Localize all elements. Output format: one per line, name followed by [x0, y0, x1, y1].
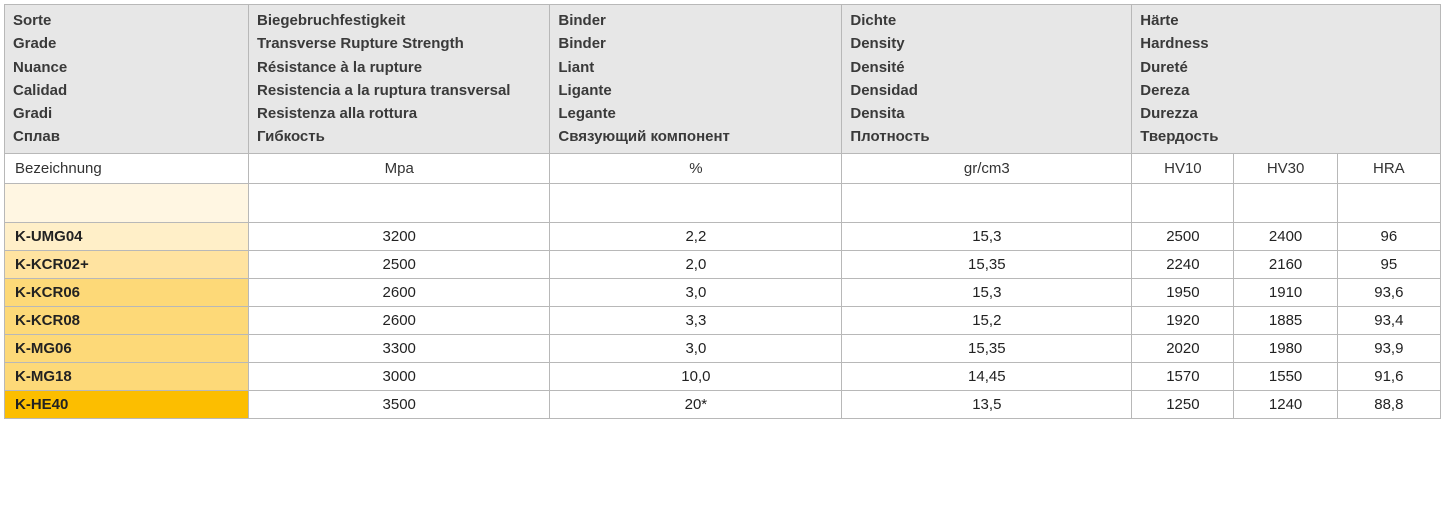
grade-cell: K-HE40 [5, 390, 249, 418]
header-row: Sorte Grade Nuance Calidad Gradi СплавBi… [5, 5, 1441, 154]
hra-cell: 93,4 [1337, 306, 1440, 334]
density-cell: 15,2 [842, 306, 1132, 334]
hra-cell: 96 [1337, 222, 1440, 250]
trs-cell [249, 183, 550, 222]
grade-cell: K-UMG04 [5, 222, 249, 250]
trs-cell: 3200 [249, 222, 550, 250]
hv30-cell: 1980 [1234, 334, 1337, 362]
table-row: K-KCR0826003,315,21920188593,4 [5, 306, 1441, 334]
table-row: K-KCR02+25002,015,352240216095 [5, 250, 1441, 278]
hv10-cell: 2500 [1132, 222, 1234, 250]
unit-cell: HV30 [1234, 153, 1337, 183]
hv10-cell: 1250 [1132, 390, 1234, 418]
hv10-cell: 2020 [1132, 334, 1234, 362]
binder-cell: 2,0 [550, 250, 842, 278]
binder-cell: 20* [550, 390, 842, 418]
trs-cell: 3500 [249, 390, 550, 418]
hv30-cell: 1910 [1234, 278, 1337, 306]
hv30-cell: 2160 [1234, 250, 1337, 278]
table-row: K-UMG0432002,215,32500240096 [5, 222, 1441, 250]
hra-cell: 93,6 [1337, 278, 1440, 306]
density-cell: 15,35 [842, 250, 1132, 278]
binder-cell [550, 183, 842, 222]
hra-cell: 88,8 [1337, 390, 1440, 418]
hv10-cell: 1950 [1132, 278, 1234, 306]
hv10-cell [1132, 183, 1234, 222]
table-row: K-KCR0626003,015,31950191093,6 [5, 278, 1441, 306]
trs-cell: 3300 [249, 334, 550, 362]
binder-cell: 10,0 [550, 362, 842, 390]
binder-cell: 3,0 [550, 334, 842, 362]
density-cell: 15,3 [842, 278, 1132, 306]
unit-cell: % [550, 153, 842, 183]
density-cell: 15,3 [842, 222, 1132, 250]
table-row: K-MG0633003,015,352020198093,9 [5, 334, 1441, 362]
binder-cell: 3,3 [550, 306, 842, 334]
density-cell: 15,35 [842, 334, 1132, 362]
density-cell [842, 183, 1132, 222]
header-cell: Sorte Grade Nuance Calidad Gradi Сплав [5, 5, 249, 154]
unit-cell: gr/cm3 [842, 153, 1132, 183]
header-cell: Biegebruchfestigkeit Transverse Rupture … [249, 5, 550, 154]
hra-cell: 95 [1337, 250, 1440, 278]
hv30-cell: 2400 [1234, 222, 1337, 250]
header-cell: Binder Binder Liant Ligante Legante Связ… [550, 5, 842, 154]
unit-cell: Bezeichnung [5, 153, 249, 183]
hv10-cell: 1570 [1132, 362, 1234, 390]
hra-cell [1337, 183, 1440, 222]
hv10-cell: 1920 [1132, 306, 1234, 334]
header-cell: Härte Hardness Dureté Dereza Durezza Тве… [1132, 5, 1441, 154]
grade-cell: K-KCR06 [5, 278, 249, 306]
hra-cell: 91,6 [1337, 362, 1440, 390]
hv30-cell: 1550 [1234, 362, 1337, 390]
header-cell: Dichte Density Densité Densidad Densita … [842, 5, 1132, 154]
grade-cell: K-MG18 [5, 362, 249, 390]
trs-cell: 2600 [249, 306, 550, 334]
trs-cell: 2500 [249, 250, 550, 278]
binder-cell: 3,0 [550, 278, 842, 306]
materials-table: Sorte Grade Nuance Calidad Gradi СплавBi… [4, 4, 1441, 419]
trs-cell: 2600 [249, 278, 550, 306]
unit-cell: Mpa [249, 153, 550, 183]
unit-cell: HRA [1337, 153, 1440, 183]
binder-cell: 2,2 [550, 222, 842, 250]
table-row [5, 183, 1441, 222]
grade-cell [5, 183, 249, 222]
hra-cell: 93,9 [1337, 334, 1440, 362]
hv30-cell: 1240 [1234, 390, 1337, 418]
unit-cell: HV10 [1132, 153, 1234, 183]
grade-cell: K-KCR02+ [5, 250, 249, 278]
density-cell: 14,45 [842, 362, 1132, 390]
table-row: K-MG18300010,014,451570155091,6 [5, 362, 1441, 390]
density-cell: 13,5 [842, 390, 1132, 418]
trs-cell: 3000 [249, 362, 550, 390]
grade-cell: K-KCR08 [5, 306, 249, 334]
unit-row: BezeichnungMpa%gr/cm3HV10HV30HRA [5, 153, 1441, 183]
table-row: K-HE40350020*13,51250124088,8 [5, 390, 1441, 418]
grade-cell: K-MG06 [5, 334, 249, 362]
hv30-cell: 1885 [1234, 306, 1337, 334]
hv10-cell: 2240 [1132, 250, 1234, 278]
hv30-cell [1234, 183, 1337, 222]
